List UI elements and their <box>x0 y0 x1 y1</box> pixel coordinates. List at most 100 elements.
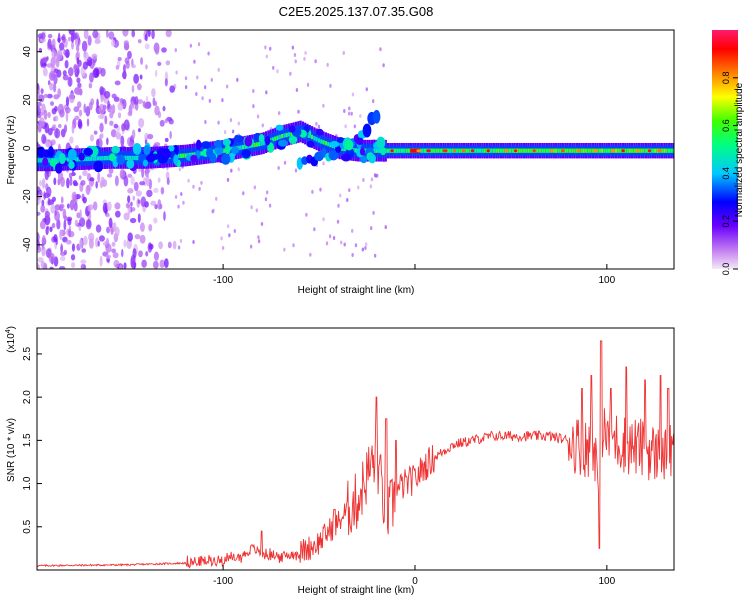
ridge-line <box>283 133 286 138</box>
noise-blob <box>157 177 161 183</box>
noise-blob <box>121 123 126 132</box>
ridge-blob <box>42 157 49 166</box>
noise-speckle <box>373 253 377 258</box>
ridge-line <box>601 148 604 153</box>
peak-dot <box>576 149 581 153</box>
peak-dot <box>611 149 616 153</box>
ridge-blob <box>258 133 265 143</box>
ridge-blob <box>143 144 151 156</box>
noise-blob <box>148 223 153 232</box>
noise-blob <box>56 49 63 60</box>
noise-blob <box>165 30 172 38</box>
noise-speckle <box>328 234 332 239</box>
ridge-blob <box>209 152 217 164</box>
noise-blob <box>106 254 112 259</box>
ridge-line <box>439 148 443 153</box>
ridge-line <box>327 141 330 147</box>
noise-speckle <box>178 167 182 172</box>
noise-blob <box>129 101 135 109</box>
noise-blob <box>62 208 67 220</box>
ridge-line <box>670 148 673 153</box>
ridge-line <box>244 144 247 149</box>
noise-blob <box>127 173 133 178</box>
noise-speckle <box>229 118 233 123</box>
noise-blob <box>102 104 107 111</box>
noise-blob <box>151 30 155 40</box>
ridge-line <box>631 148 634 153</box>
noise-blob <box>145 250 149 257</box>
noise-speckle <box>174 48 177 53</box>
ridge-line <box>48 158 51 163</box>
noise-blob <box>49 266 54 269</box>
noise-blob <box>41 234 46 245</box>
noise-blob <box>146 175 150 187</box>
noise-speckle <box>226 177 230 182</box>
noise-blob <box>161 47 167 53</box>
noise-blob <box>95 181 98 189</box>
colorbar-tick-label: 0.8 <box>721 72 731 85</box>
noise-blob <box>69 176 73 187</box>
ridge-line <box>633 148 636 153</box>
noise-blob <box>73 201 78 212</box>
noise-blob <box>69 199 75 211</box>
y-tick-label: 0 <box>22 145 33 151</box>
noise-blob <box>163 211 166 221</box>
ridge-line <box>663 148 666 153</box>
ridge-line <box>527 148 530 153</box>
noise-blob <box>53 68 59 74</box>
noise-speckle <box>326 62 329 67</box>
ridge-line <box>179 153 182 159</box>
noise-blob <box>85 105 91 117</box>
noise-blob <box>76 57 80 65</box>
noise-blob <box>48 252 55 264</box>
noise-blob <box>82 196 87 204</box>
noise-blob <box>114 175 119 187</box>
ridge-line <box>37 158 40 163</box>
noise-blob <box>77 82 82 89</box>
noise-speckle <box>283 247 286 252</box>
snr-panel: -100 0 100 0.5 1.0 1.5 2.0 2.5 Height of strai… <box>5 326 675 596</box>
ridge-line <box>184 153 187 158</box>
noise-speckle <box>359 113 362 118</box>
noise-blob <box>54 210 61 222</box>
noise-speckle <box>215 196 218 201</box>
ridge-line <box>99 156 102 161</box>
ridge-line <box>520 148 523 153</box>
noise-speckle <box>184 85 188 90</box>
ridge-blob <box>109 153 116 162</box>
noise-blob <box>82 61 89 70</box>
ridge-blob <box>47 146 54 158</box>
noise-speckle <box>203 85 207 90</box>
noise-speckle <box>250 205 253 210</box>
spectrogram-frame <box>36 29 675 270</box>
noise-speckle <box>325 241 329 246</box>
noise-blob <box>95 224 102 233</box>
noise-speckle <box>365 87 368 92</box>
noise-speckle <box>217 120 220 125</box>
noise-blob <box>106 226 111 234</box>
branch-blob <box>320 147 327 158</box>
colorbar-tick-label: 0.0 <box>721 263 731 276</box>
noise-blob <box>40 58 43 68</box>
x-tick-label: 0 <box>412 576 418 587</box>
noise-blob <box>117 112 122 119</box>
ridge-line <box>497 148 500 153</box>
noise-blob <box>168 118 174 125</box>
ridge-line <box>566 148 569 153</box>
noise-blob <box>158 241 163 250</box>
ridge-line <box>421 148 424 153</box>
noise-blob <box>127 187 134 194</box>
noise-blob <box>47 33 53 39</box>
noise-speckle <box>329 83 332 88</box>
noise-speckle <box>348 188 351 193</box>
noise-blob <box>115 64 120 70</box>
ridge-line <box>552 148 555 153</box>
ridge-line <box>559 148 562 153</box>
ridge-line <box>101 156 104 161</box>
noise-speckle <box>189 43 193 48</box>
noise-blob <box>44 210 51 218</box>
noise-blob <box>37 262 40 269</box>
noise-speckle <box>182 200 185 205</box>
ridge-line <box>628 148 631 153</box>
noise-blob <box>65 96 70 107</box>
